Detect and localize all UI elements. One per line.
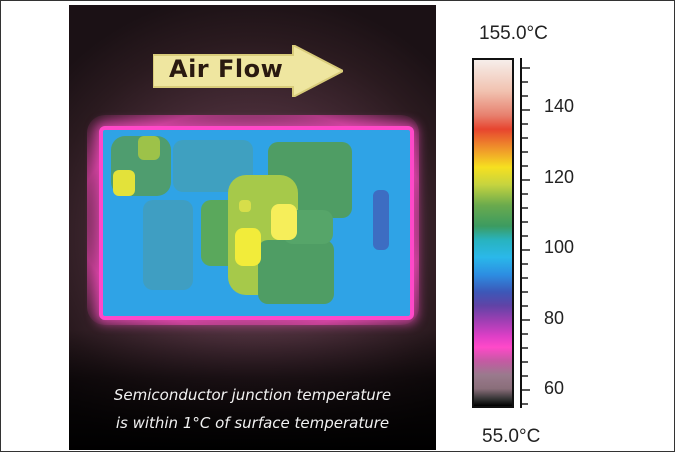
scale-ticks — [520, 58, 530, 408]
tick-label-60: 60 — [544, 378, 565, 398]
hot-spot — [271, 204, 297, 240]
scale-min-label: 55.0°C — [482, 426, 541, 447]
temperature-colorbar — [472, 58, 514, 408]
thermal-image: Air Flow Semiconductor junction temperat… — [69, 5, 436, 450]
hot-spot — [235, 228, 261, 266]
tick-label-140: 140 — [544, 96, 575, 116]
scale-max-label: 155.0°C — [479, 23, 548, 44]
hot-spot — [239, 200, 251, 212]
tick-label-100: 100 — [544, 237, 575, 257]
hot-spot — [138, 136, 160, 160]
circuit-board — [99, 126, 414, 320]
caption-line-1: Semiconductor junction temperature — [113, 386, 392, 404]
component-region — [143, 200, 193, 290]
component-region — [258, 240, 334, 304]
hot-spot — [113, 170, 135, 196]
arrow-icon — [153, 45, 343, 97]
tick-label-120: 120 — [544, 167, 575, 187]
tick-label-80: 80 — [544, 308, 565, 328]
caption-line-2: is within 1°C of surface temperature — [115, 414, 390, 432]
air-flow-label: Air Flow — [169, 55, 284, 83]
thermal-bottom-shade — [69, 330, 436, 450]
component-region — [373, 190, 389, 250]
